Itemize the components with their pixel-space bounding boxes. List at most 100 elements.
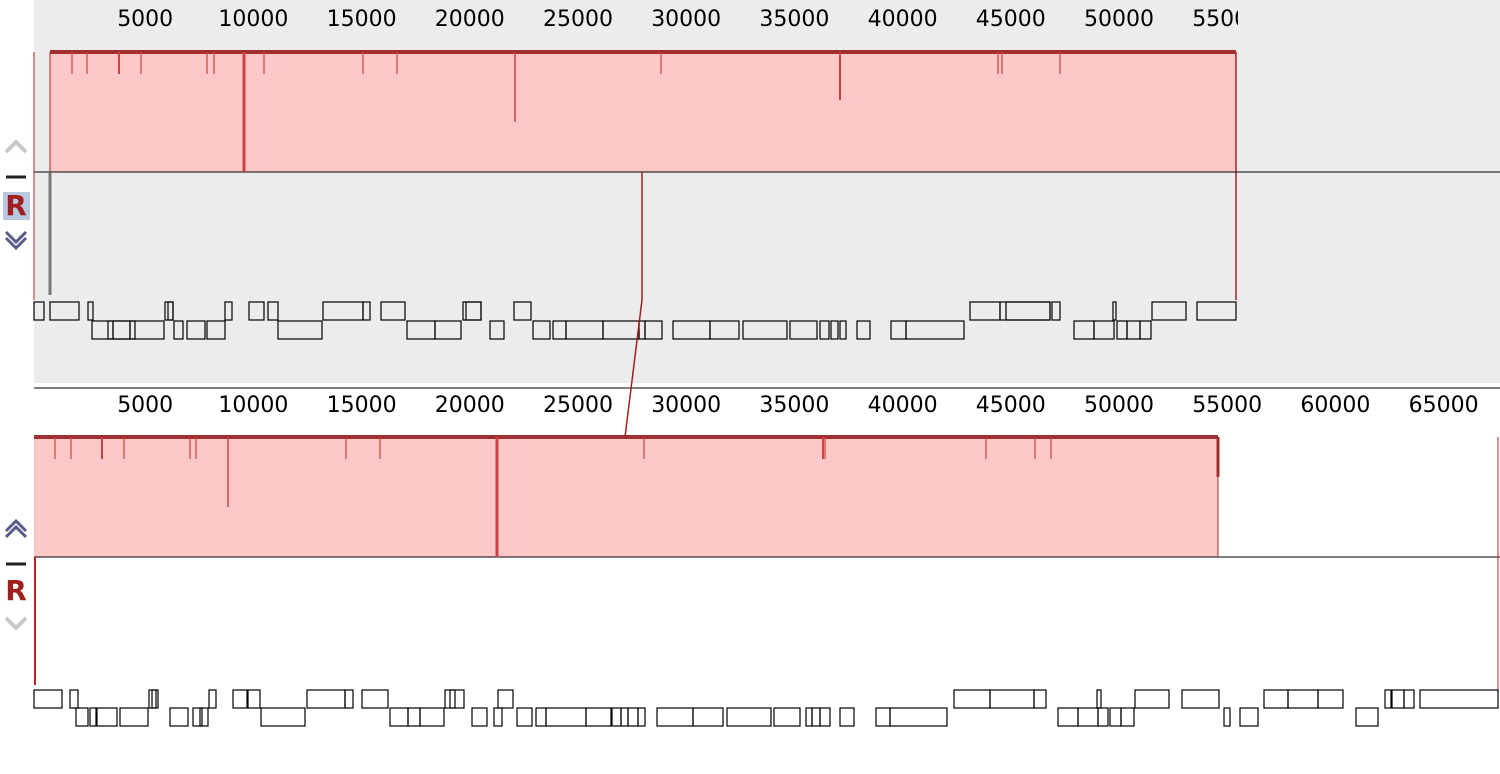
- axis-tick-label: 15000: [327, 7, 397, 32]
- axis-tick-label: 50000: [1084, 393, 1154, 418]
- gene: [516, 707, 533, 727]
- gene: [1223, 707, 1231, 727]
- axis-tick-label: 50000: [1084, 7, 1154, 32]
- move-up[interactable]: [4, 139, 28, 154]
- move-down[interactable]: [4, 616, 28, 631]
- gene: [247, 689, 261, 709]
- gene: [1355, 707, 1379, 727]
- gene: [362, 301, 371, 321]
- axis-tick-label: 15000: [327, 393, 397, 418]
- reverse-button[interactable]: R: [5, 189, 27, 222]
- gene: [1239, 707, 1259, 727]
- bottom-spikes: [54, 437, 1052, 557]
- gene: [856, 320, 871, 340]
- gene: [119, 707, 149, 727]
- axis-tick-label: 10000: [218, 7, 288, 32]
- gene: [206, 320, 226, 340]
- gene: [87, 301, 94, 321]
- gene: [489, 320, 505, 340]
- gene: [449, 689, 465, 709]
- move-down: [4, 236, 28, 251]
- axis-tick-label: 5000: [117, 7, 173, 32]
- gene: [1120, 707, 1135, 727]
- gene: [69, 689, 79, 709]
- gene: [493, 707, 503, 727]
- axis-tick-label: 40000: [868, 393, 938, 418]
- gene: [585, 707, 612, 727]
- gene: [1419, 689, 1499, 709]
- gene: [1317, 689, 1344, 709]
- gene: [513, 301, 532, 321]
- axis-tick-label: 60000: [1300, 393, 1370, 418]
- axis-tick-label: 55000: [1192, 393, 1262, 418]
- top-spikes: [71, 52, 1061, 172]
- axis-tick-label: 20000: [435, 7, 505, 32]
- gene: [33, 689, 63, 709]
- reverse-button[interactable]: R: [5, 574, 27, 607]
- gene: [465, 301, 482, 321]
- gene: [1403, 689, 1415, 709]
- gene: [644, 320, 663, 340]
- gene: [692, 707, 724, 727]
- gene: [1181, 689, 1220, 709]
- axis-tick-label: 20000: [435, 393, 505, 418]
- gene: [1139, 320, 1152, 340]
- bottom-genes: [33, 689, 1499, 727]
- axis-tick-label: 30000: [651, 393, 721, 418]
- gene: [471, 707, 488, 727]
- gene: [248, 301, 265, 321]
- move-up[interactable]: [4, 518, 28, 533]
- axis-tick-label: 35000: [759, 7, 829, 32]
- gene: [1196, 301, 1237, 321]
- axis-tick-label: 45000: [976, 7, 1046, 32]
- axis-tick-label: 25000: [543, 7, 613, 32]
- gene: [905, 320, 965, 340]
- gene: [173, 320, 184, 340]
- gene: [49, 301, 80, 321]
- gene: [1112, 301, 1117, 321]
- gene: [637, 707, 646, 727]
- gene: [267, 301, 279, 321]
- gene: [224, 301, 233, 321]
- gene: [96, 707, 118, 727]
- lcb-connector: [624, 172, 643, 438]
- gene: [1005, 301, 1051, 321]
- gene: [789, 320, 818, 340]
- gene: [1097, 707, 1109, 727]
- gene: [89, 707, 97, 727]
- gene: [361, 689, 389, 709]
- gene: [819, 707, 831, 727]
- gene: [1134, 689, 1170, 709]
- gene: [380, 301, 406, 321]
- move-down[interactable]: [4, 230, 28, 245]
- gene: [260, 707, 306, 727]
- gene: [532, 320, 551, 340]
- gene: [151, 689, 157, 709]
- gene: [186, 320, 206, 340]
- gene: [889, 707, 948, 727]
- axis-tick-label: 45000: [976, 393, 1046, 418]
- gene: [1151, 301, 1187, 321]
- gene: [1051, 301, 1061, 321]
- gene: [75, 707, 89, 727]
- lcb-block: [34, 437, 1218, 557]
- gene: [709, 320, 740, 340]
- top-genes: [33, 301, 1237, 340]
- gene: [192, 707, 203, 727]
- r-highlight: [3, 192, 30, 220]
- axis-tick-label: 55000: [1192, 7, 1262, 32]
- gene: [208, 689, 217, 709]
- gene: [726, 707, 772, 727]
- gene: [839, 707, 855, 727]
- gene: [1384, 689, 1392, 709]
- gene: [773, 707, 801, 727]
- gene: [344, 689, 354, 709]
- axis-tick-label: 65000: [1409, 393, 1479, 418]
- bottom-axis: 5000 10000 15000 20000 25000 30000 35000 40000 4…: [117, 393, 1478, 418]
- gene: [434, 320, 462, 340]
- axis-tick-label: 25000: [543, 393, 613, 418]
- axis-tick-label: 5000: [117, 393, 173, 418]
- gene: [830, 320, 839, 340]
